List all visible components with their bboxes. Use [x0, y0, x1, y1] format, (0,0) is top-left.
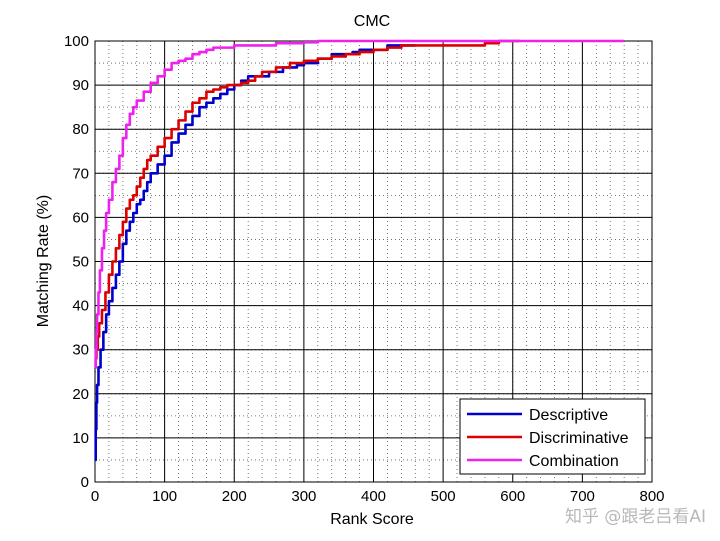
x-axis-label: Rank Score: [330, 511, 414, 528]
y-tick-label: 20: [72, 386, 89, 403]
x-tick-label: 300: [291, 488, 316, 505]
series-line-combination: [94, 39, 625, 369]
y-tick-label: 80: [72, 121, 89, 138]
x-tick-label: 100: [152, 488, 177, 505]
legend-label: Discriminative: [529, 430, 629, 447]
y-tick-label: 70: [72, 165, 89, 182]
x-tick-label: 800: [639, 488, 664, 505]
x-tick-label: 400: [361, 488, 386, 505]
legend-label: Descriptive: [529, 407, 608, 424]
x-tick-label: 500: [431, 488, 456, 505]
y-tick-label: 60: [72, 209, 89, 226]
y-tick-labels: 0 10 20 30 40 50 60 70 80 90 100: [64, 33, 89, 491]
y-tick-label: 50: [72, 254, 89, 271]
legend: Descriptive Discriminative Combination: [459, 398, 646, 475]
x-tick-label: 600: [500, 488, 525, 505]
y-tick-label: 100: [64, 33, 89, 50]
watermark-text: 知乎 @跟老吕看AI: [564, 507, 706, 527]
series-line-descriptive: [94, 44, 416, 462]
y-tick-label: 0: [81, 474, 89, 491]
x-tick-label: 0: [91, 488, 99, 505]
x-tick-label: 700: [570, 488, 595, 505]
x-tick-label: 200: [222, 488, 247, 505]
y-tick-label: 30: [72, 342, 89, 359]
y-tick-label: 40: [72, 298, 89, 315]
y-tick-label: 10: [72, 430, 89, 447]
y-tick-label: 90: [72, 77, 89, 94]
y-axis-label: Matching Rate (%): [35, 195, 52, 328]
chart-title: CMC: [354, 13, 390, 30]
series-lines: [94, 39, 625, 462]
series-line-discriminative: [94, 39, 520, 369]
legend-label: Combination: [529, 453, 619, 470]
x-tick-labels: 0 100 200 300 400 500 600 700 800: [91, 488, 665, 505]
